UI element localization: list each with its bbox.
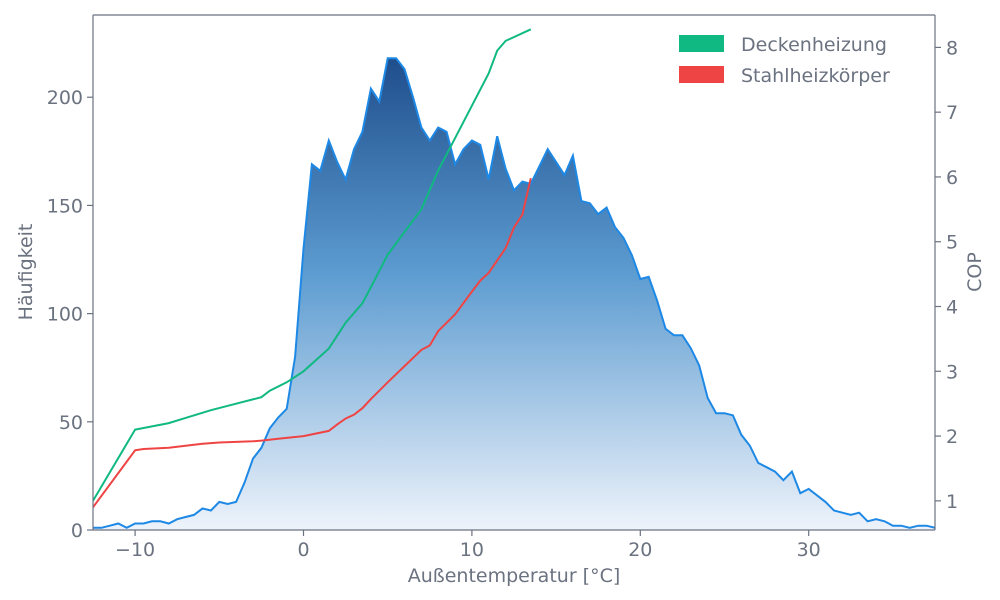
y2-tick-label: 3 — [946, 361, 958, 383]
y2-tick-label: 5 — [946, 232, 958, 254]
y-tick-label: 150 — [47, 195, 83, 217]
legend-label-stahlheizkoerper: Stahlheizkörper — [741, 65, 890, 87]
y-tick-label: 50 — [59, 412, 83, 434]
y-tick-label: 200 — [47, 87, 83, 109]
y2-tick-label: 2 — [946, 426, 958, 448]
y-tick-label: 0 — [71, 520, 83, 542]
legend-swatch-deckenheizung — [679, 35, 724, 52]
legend-label-deckenheizung: Deckenheizung — [741, 34, 887, 56]
y-axis-ticks: 0 50 100 150 200 — [47, 87, 93, 542]
x-tick-label: 20 — [628, 539, 652, 561]
plot-area — [93, 28, 935, 530]
y2-tick-label: 1 — [946, 491, 958, 513]
series-line-stahlheizkoerper — [93, 177, 532, 508]
y2-tick-label: 8 — [946, 37, 958, 59]
x-tick-label: −10 — [115, 539, 155, 561]
frequency-area — [93, 58, 935, 530]
x-axis-title: Außentemperatur [°C] — [408, 565, 621, 587]
axes-frame — [92, 14, 936, 531]
x-tick-label: 10 — [460, 539, 484, 561]
legend: Deckenheizung Stahlheizkörper — [679, 34, 890, 87]
frequency-line — [93, 57, 935, 529]
y2-tick-label: 6 — [946, 167, 958, 189]
y2-axis-ticks: 1 2 3 4 5 6 7 8 — [935, 37, 958, 513]
x-tick-label: 0 — [297, 539, 309, 561]
y2-tick-label: 7 — [946, 102, 958, 124]
series-line-deckenheizung — [93, 28, 532, 502]
legend-swatch-stahlheizkoerper — [679, 66, 724, 83]
y-tick-label: 100 — [47, 304, 83, 326]
y-axis-title: Häufigkeit — [15, 224, 37, 321]
y2-axis-title: COP — [964, 252, 986, 292]
x-tick-label: 30 — [797, 539, 821, 561]
y2-tick-label: 4 — [946, 297, 958, 319]
x-axis-ticks: −10 0 10 20 30 — [115, 530, 821, 561]
